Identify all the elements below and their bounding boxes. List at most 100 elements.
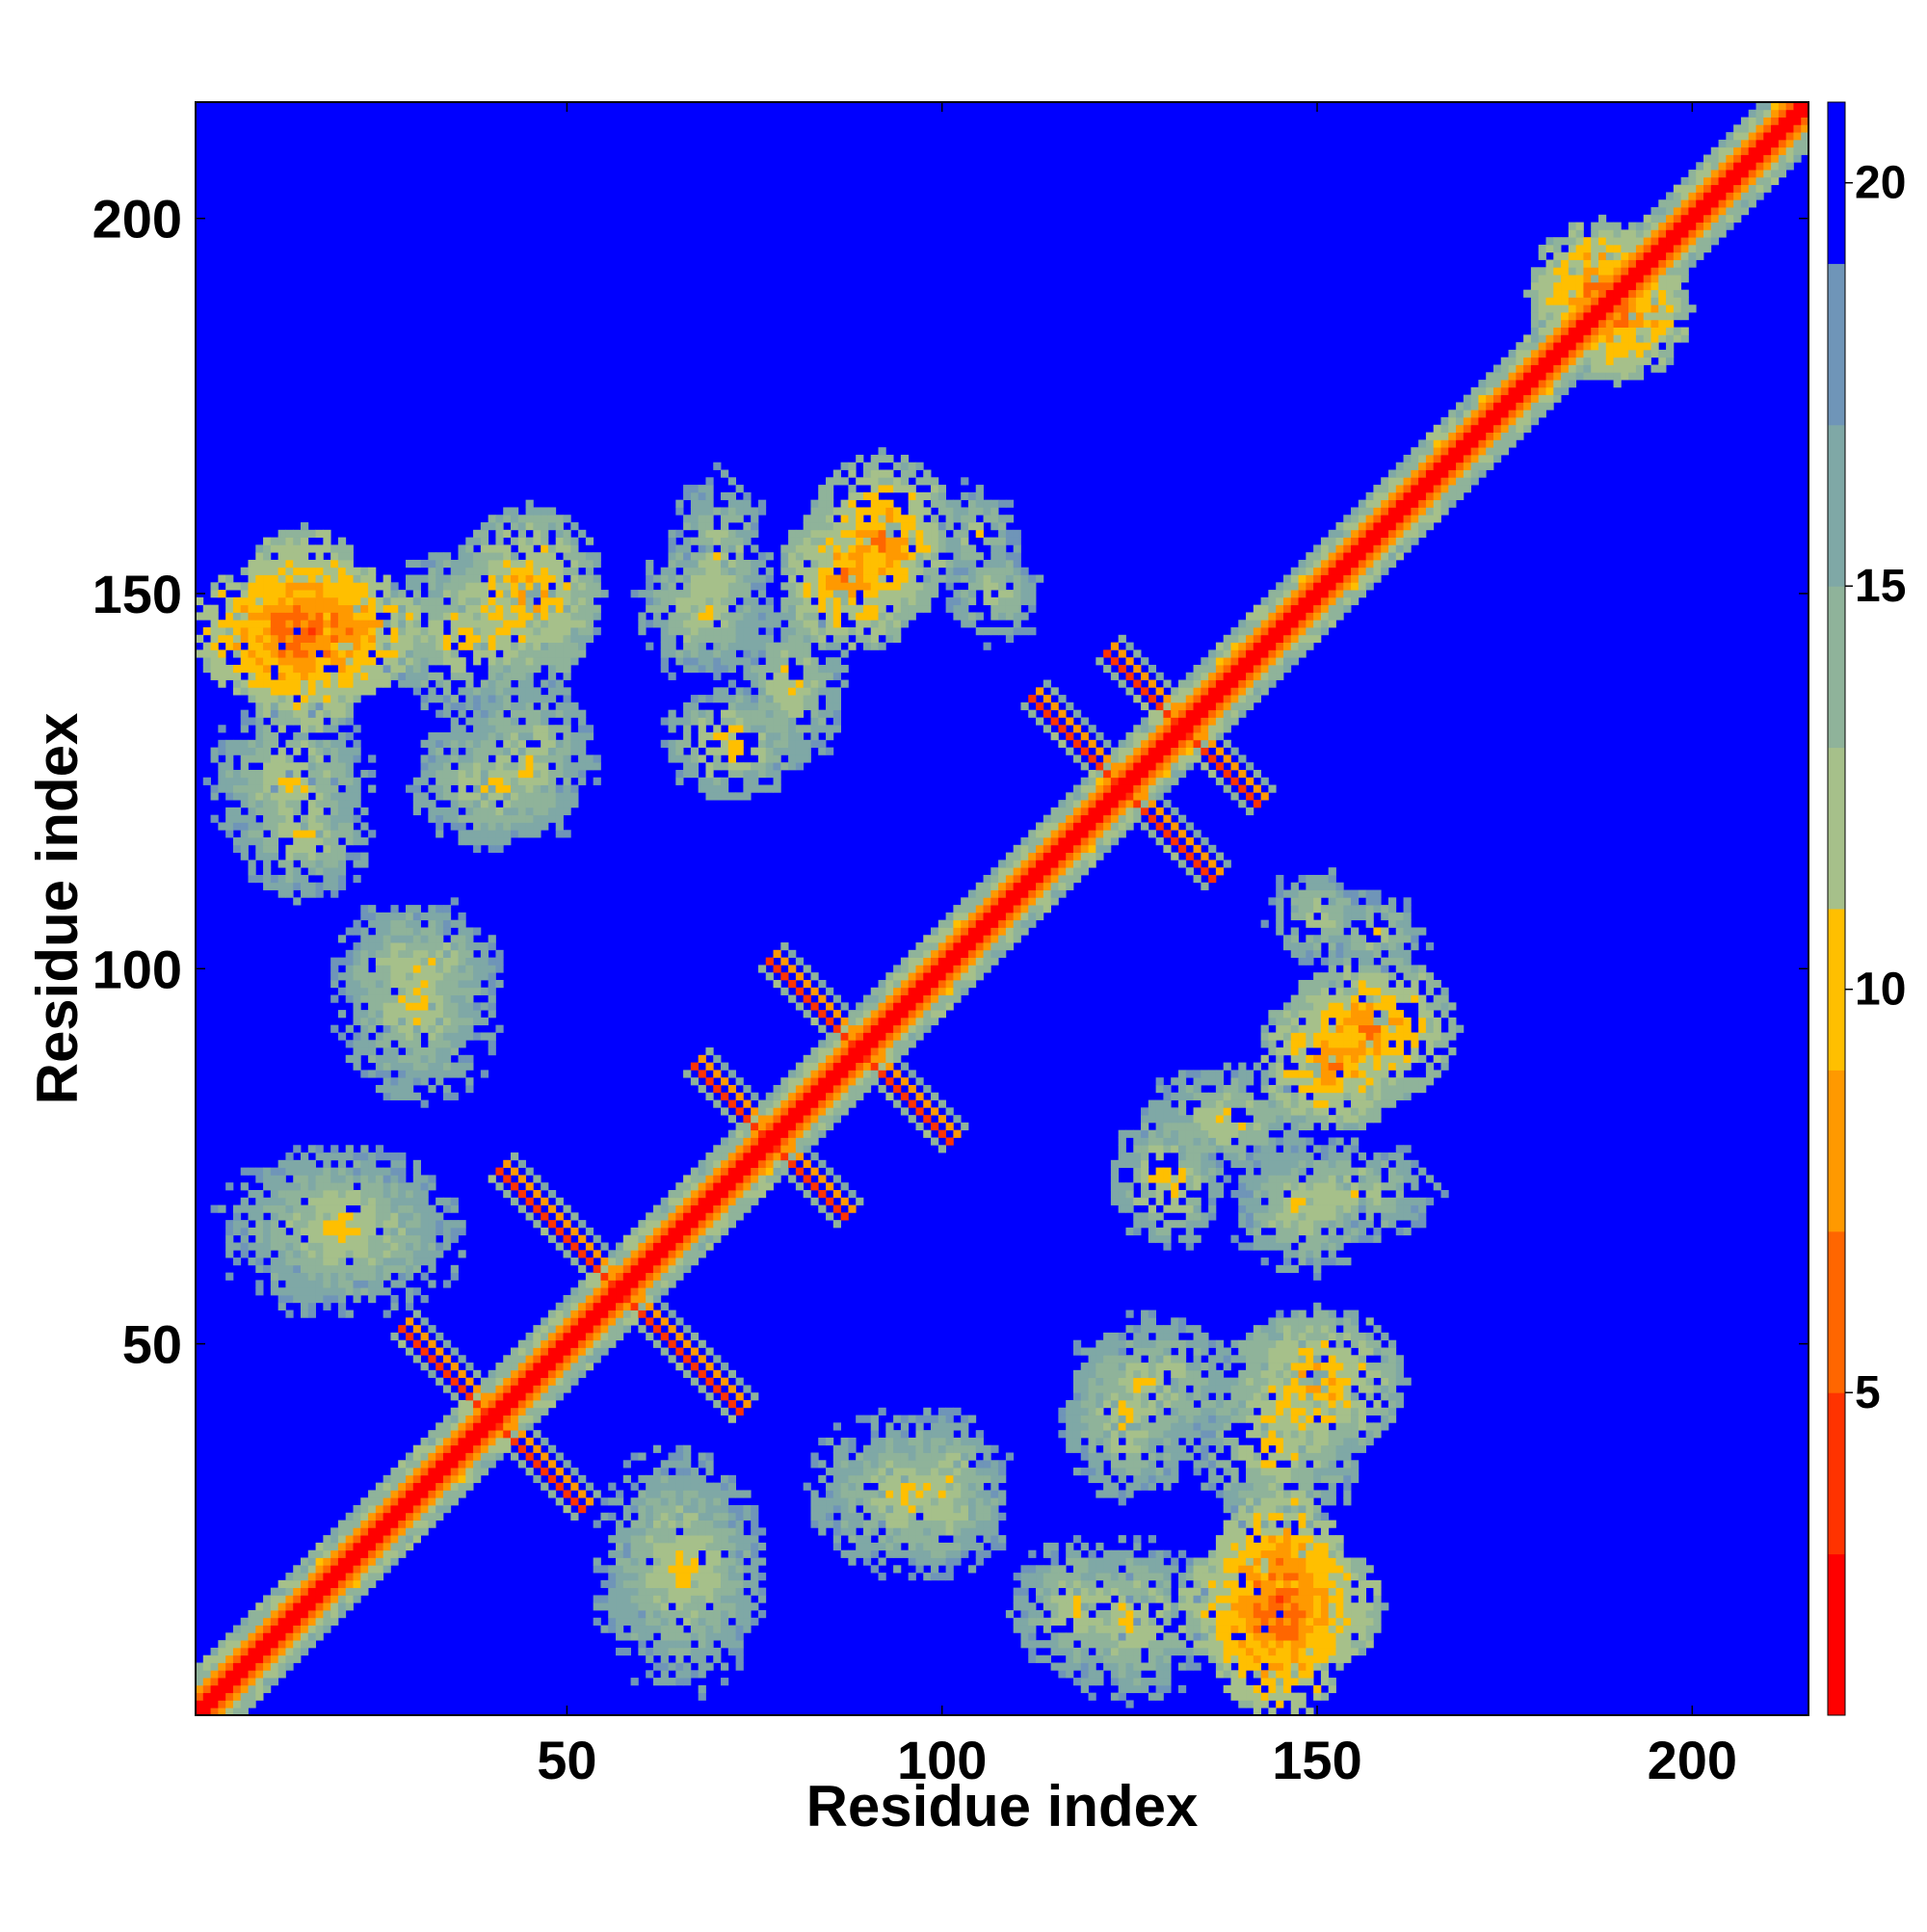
heatmap-cell	[1155, 1474, 1164, 1484]
heatmap-cell	[652, 1512, 662, 1521]
heatmap-cell	[1246, 1640, 1254, 1649]
heatmap-cell	[856, 1497, 864, 1506]
heatmap-cell	[1373, 1407, 1382, 1416]
heatmap-cell	[721, 1189, 729, 1199]
heatmap-cell	[285, 1234, 294, 1243]
heatmap-cell	[1320, 1339, 1330, 1348]
heatmap-cell	[1133, 1399, 1142, 1409]
heatmap-cell	[937, 1527, 947, 1536]
heatmap-cell	[1238, 1159, 1247, 1169]
heatmap-cell	[1050, 1617, 1059, 1626]
heatmap-cell	[1298, 1700, 1307, 1708]
heatmap-cell	[277, 1632, 286, 1641]
heatmap-cell	[263, 1220, 272, 1229]
heatmap-cell	[1373, 1092, 1382, 1100]
heatmap-cell	[1185, 1399, 1194, 1409]
heatmap-cell	[263, 1670, 272, 1679]
heatmap-cell	[1238, 1610, 1247, 1619]
heatmap-cell	[360, 1204, 369, 1213]
heatmap-cell	[1306, 1182, 1314, 1191]
heatmap-cell	[1133, 1670, 1142, 1679]
heatmap-cell	[1155, 1595, 1164, 1603]
heatmap-cell	[660, 1302, 669, 1310]
heatmap-cell	[511, 1430, 519, 1439]
heatmap-cell	[1171, 1115, 1179, 1124]
heatmap-cell	[428, 1280, 436, 1288]
heatmap-cell	[840, 1527, 849, 1536]
heatmap-cell	[428, 1474, 436, 1484]
heatmap-cell	[1260, 1579, 1269, 1589]
heatmap-cell	[1230, 1573, 1239, 1581]
heatmap-cell	[1185, 1377, 1194, 1386]
heatmap-cell	[353, 1504, 361, 1514]
heatmap-cell	[450, 1452, 459, 1461]
heatmap-cell	[1020, 1632, 1029, 1641]
heatmap-cell	[315, 1182, 324, 1191]
heatmap-cell	[585, 1482, 594, 1491]
heatmap-cell	[698, 1460, 706, 1469]
heatmap-cell	[1328, 1197, 1336, 1205]
heatmap-cell	[1072, 1377, 1082, 1386]
heatmap-cell	[1335, 1654, 1344, 1663]
heatmap-cell	[1230, 1189, 1239, 1199]
heatmap-cell	[1141, 1385, 1149, 1393]
heatmap-cell	[668, 1579, 676, 1589]
heatmap-cell	[1201, 1602, 1209, 1611]
heatmap-cell	[1358, 1377, 1367, 1386]
heatmap-cell	[495, 1182, 504, 1191]
heatmap-cell	[878, 1474, 886, 1484]
heatmap-cell	[983, 1535, 991, 1544]
heatmap-cell	[293, 1573, 302, 1581]
heatmap-cell	[323, 1175, 331, 1183]
heatmap-cell	[1306, 1497, 1314, 1506]
heatmap-cell	[1306, 1474, 1314, 1484]
heatmap-cell	[1351, 1369, 1359, 1379]
heatmap-cell	[1230, 1474, 1239, 1484]
heatmap-cell	[270, 1272, 279, 1281]
heatmap-cell	[1193, 1115, 1201, 1124]
heatmap-cell	[345, 1520, 354, 1528]
heatmap-cell	[1306, 1189, 1314, 1199]
heatmap-cell	[277, 1204, 286, 1213]
heatmap-cell	[541, 1452, 549, 1461]
heatmap-cell	[1028, 1632, 1037, 1641]
heatmap-cell	[795, 1099, 805, 1108]
heatmap-cell	[1110, 1654, 1120, 1663]
heatmap-cell	[961, 1460, 969, 1469]
heatmap-cell	[945, 1573, 954, 1581]
heatmap-cell	[721, 1504, 729, 1514]
heatmap-cell	[1072, 1654, 1082, 1663]
heatmap-cell	[232, 1632, 242, 1641]
heatmap-cell	[1418, 1167, 1427, 1176]
heatmap-cell	[307, 1640, 316, 1649]
heatmap-cell	[908, 1452, 916, 1461]
heatmap-cell	[202, 1700, 211, 1708]
heatmap-cell	[1095, 1460, 1104, 1469]
heatmap-cell	[967, 1490, 977, 1498]
heatmap-cell	[1268, 1159, 1277, 1169]
heatmap-cell	[1185, 1339, 1194, 1348]
heatmap-cell	[743, 1512, 752, 1521]
heatmap-cell	[450, 1422, 459, 1431]
heatmap-cell	[937, 1099, 947, 1108]
heatmap-cell	[1072, 1625, 1082, 1633]
heatmap-cell	[555, 1482, 564, 1491]
heatmap-cell	[1177, 1159, 1187, 1169]
heatmap-cell	[1171, 1647, 1179, 1656]
heatmap-cell	[232, 1692, 242, 1701]
heatmap-cell	[1238, 1444, 1247, 1453]
heatmap-cell	[1148, 1468, 1157, 1476]
heatmap-cell	[1088, 1474, 1096, 1484]
heatmap-cell	[698, 1189, 706, 1199]
heatmap-cell	[248, 1617, 256, 1626]
heatmap-cell	[616, 1287, 624, 1296]
heatmap-cell	[1433, 1182, 1441, 1191]
heatmap-cell	[1276, 1557, 1284, 1566]
heatmap-cell	[893, 1490, 902, 1498]
heatmap-cell	[675, 1610, 684, 1619]
heatmap-cell	[885, 1527, 894, 1536]
heatmap-cell	[727, 1610, 736, 1619]
heatmap-cell	[1110, 1399, 1120, 1409]
heatmap-cell	[937, 1430, 947, 1439]
heatmap-cell	[1080, 1385, 1089, 1393]
